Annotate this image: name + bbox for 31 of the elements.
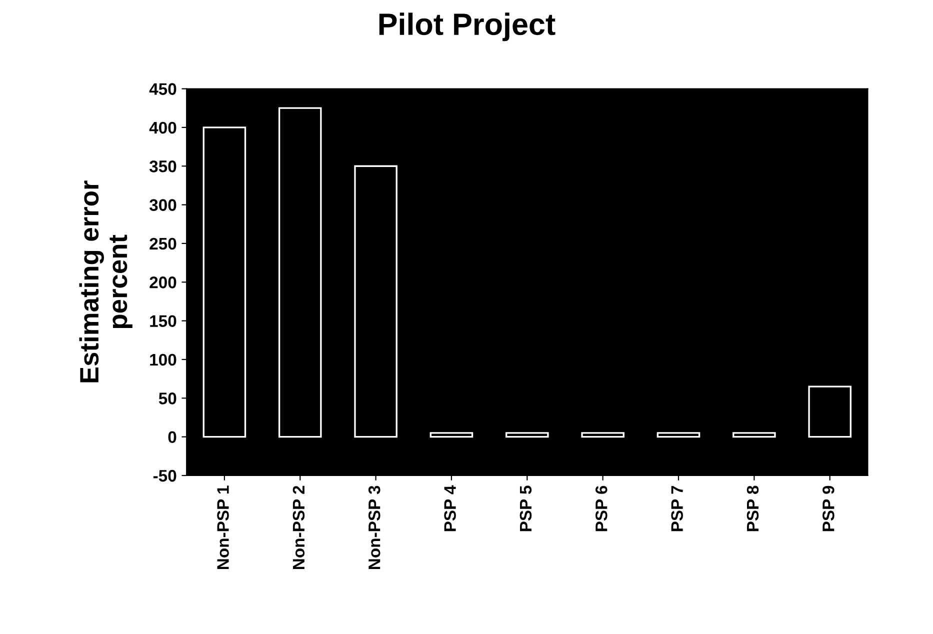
y-tick-label: 150 [150, 315, 176, 328]
bar [278, 107, 322, 438]
x-tick-label: PSP 6 [595, 486, 608, 532]
y-tick-label: 50 [158, 392, 176, 404]
x-tick-label: Non-PSP 1 [217, 486, 229, 570]
x-tick-label: Non-PSP 2 [292, 486, 305, 570]
y-tick-label: 100 [150, 354, 176, 366]
bar [656, 432, 700, 438]
x-tick-label: Non-PSP 3 [368, 486, 380, 570]
bar [581, 432, 624, 438]
bar [506, 432, 549, 438]
bar [202, 126, 246, 438]
y-tick-label: 450 [149, 83, 176, 95]
x-tick-label: PSP 4 [444, 485, 456, 532]
x-tick-label: PSP 5 [520, 486, 532, 532]
y-tick-label: 300 [149, 199, 176, 212]
bar [354, 165, 398, 438]
x-tick-label: PSP 7 [671, 486, 683, 532]
chart-title: Pilot Project [379, 12, 556, 42]
y-tick-label: -50 [153, 470, 176, 482]
y-tick-label: 200 [150, 276, 176, 288]
y-tick-label: 0 [168, 431, 176, 444]
bar [808, 386, 852, 438]
y-tick-label: 250 [150, 238, 176, 250]
bar [732, 432, 776, 438]
x-tick-label: PSP 9 [822, 486, 834, 532]
y-tick-label: 400 [149, 122, 176, 134]
x-tick-label: PSP 8 [746, 486, 759, 532]
y-tick-label: 350 [149, 160, 176, 172]
y-axis-title: Estimating error percent [79, 180, 132, 382]
bar [430, 432, 474, 438]
